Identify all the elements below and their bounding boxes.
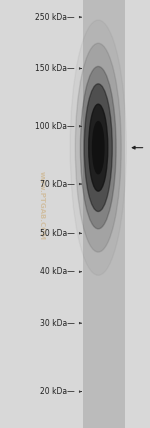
Ellipse shape xyxy=(84,84,112,211)
Ellipse shape xyxy=(96,136,101,159)
Ellipse shape xyxy=(80,66,116,229)
Text: 20 kDa—: 20 kDa— xyxy=(40,387,75,396)
Text: 50 kDa—: 50 kDa— xyxy=(40,229,75,238)
Text: 30 kDa—: 30 kDa— xyxy=(40,318,75,328)
Bar xyxy=(83,0,125,428)
Text: 70 kDa—: 70 kDa— xyxy=(40,179,75,189)
Text: 250 kDa—: 250 kDa— xyxy=(35,12,75,22)
Ellipse shape xyxy=(93,122,104,174)
Ellipse shape xyxy=(89,104,108,191)
Text: 150 kDa—: 150 kDa— xyxy=(35,64,75,73)
Text: www.PTGAB.COM: www.PTGAB.COM xyxy=(39,171,45,240)
Text: 100 kDa—: 100 kDa— xyxy=(35,122,75,131)
Ellipse shape xyxy=(75,43,121,252)
Text: 40 kDa—: 40 kDa— xyxy=(40,267,75,276)
